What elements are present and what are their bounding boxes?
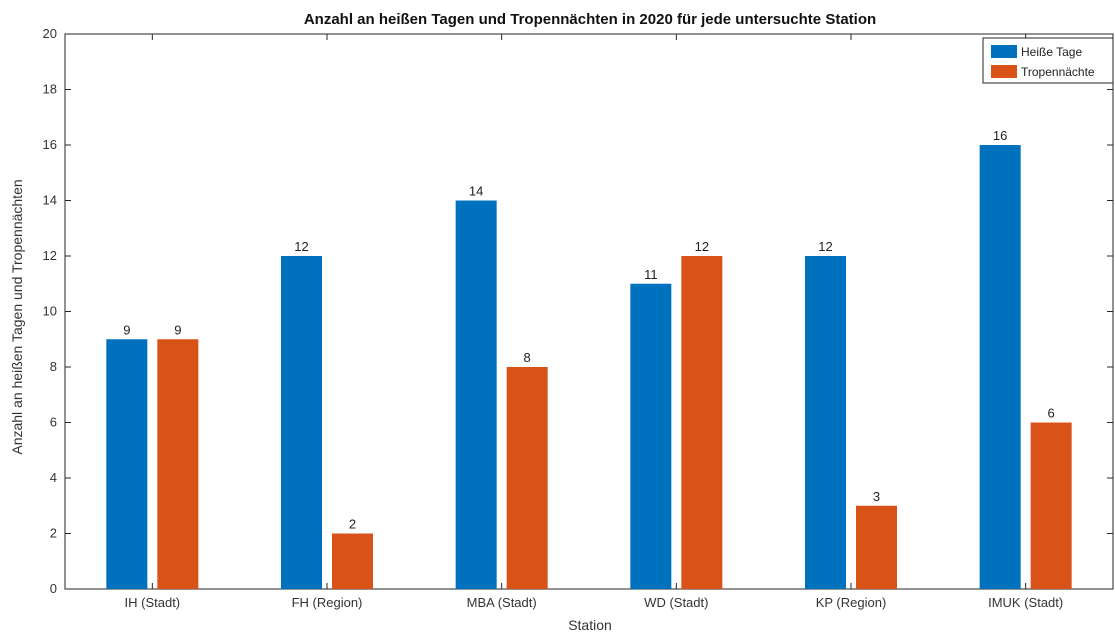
y-tick-label: 12 — [43, 248, 57, 263]
y-tick-label: 18 — [43, 82, 57, 97]
data-label: 12 — [294, 239, 308, 254]
x-tick-label: WD (Stadt) — [644, 595, 708, 610]
bar — [856, 505, 897, 589]
y-tick-label: 4 — [50, 470, 57, 485]
data-label: 9 — [123, 322, 130, 337]
data-label: 8 — [524, 350, 531, 365]
y-tick-label: 2 — [50, 526, 57, 541]
axes-box — [64, 33, 1114, 590]
data-label: 6 — [1048, 406, 1055, 421]
x-tick-label: IH (Stadt) — [125, 595, 181, 610]
legend-entry: Heiße Tage — [1021, 45, 1082, 59]
legend: Heiße Tage Tropennächte — [982, 37, 1114, 84]
x-axis-label: Station — [568, 617, 612, 633]
y-tick-label: 16 — [43, 137, 57, 152]
y-tick-label: 10 — [43, 304, 57, 319]
bar — [1030, 422, 1072, 589]
data-label: 3 — [873, 489, 880, 504]
bar — [455, 200, 497, 589]
y-axis-label: Anzahl an heißen Tagen und Tropennächten — [9, 179, 25, 454]
data-label: 12 — [695, 239, 709, 254]
data-label: 16 — [993, 128, 1007, 143]
y-tick-label: 20 — [43, 26, 57, 41]
y-tick-label: 14 — [43, 193, 57, 208]
y-tick-label: 0 — [50, 581, 57, 596]
data-label: 12 — [818, 239, 832, 254]
bar — [332, 533, 373, 589]
bar — [979, 145, 1021, 589]
legend-swatch — [991, 45, 1017, 58]
x-tick-label: IMUK (Stadt) — [988, 595, 1063, 610]
data-label: 9 — [174, 322, 181, 337]
y-tick-label: 8 — [50, 359, 57, 374]
plot-area: 0 2 4 6 8 10 12 14 16 18 20 IH (Stadt) 9 9 FH (Region)… — [43, 26, 1114, 610]
x-tick-label: MBA (Stadt) — [467, 595, 537, 610]
legend-entry: Tropennächte — [1021, 65, 1095, 79]
bar — [681, 256, 723, 589]
legend-swatch — [991, 65, 1017, 78]
bar — [805, 256, 846, 589]
x-tick-label: KP (Region) — [816, 595, 887, 610]
data-label: 14 — [469, 184, 483, 199]
chart-title: Anzahl an heißen Tagen und Tropennächten… — [304, 11, 876, 28]
bar — [506, 367, 548, 589]
data-label: 2 — [349, 517, 356, 532]
bar — [281, 256, 322, 589]
bar — [106, 339, 148, 589]
bar — [630, 283, 672, 589]
bar — [157, 339, 199, 589]
x-tick-label: FH (Region) — [292, 595, 363, 610]
y-tick-label: 6 — [50, 415, 57, 430]
data-label: 11 — [644, 267, 658, 282]
